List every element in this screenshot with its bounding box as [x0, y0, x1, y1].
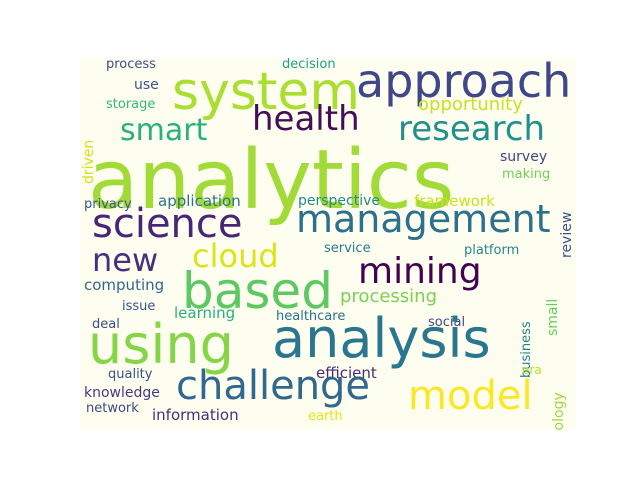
word-system: system [172, 62, 360, 122]
word-cloud: cloud [192, 237, 279, 275]
word-survey: survey [500, 149, 548, 165]
word-opportunity: opportunity [418, 94, 523, 115]
word-deal: deal [92, 317, 120, 332]
word-using: using [88, 313, 234, 376]
word-new: new [92, 241, 159, 279]
word-quality: quality [108, 367, 153, 382]
word-review: review [559, 212, 575, 259]
word-storage: storage [106, 97, 156, 112]
word-network: network [86, 401, 139, 416]
word-information: information [152, 406, 239, 424]
word-cloud: analytics system approach health smart resear… [80, 58, 576, 430]
word-knowledge: knowledge [84, 385, 160, 401]
word-based: based [182, 262, 333, 320]
word-perspective: perspective [298, 193, 381, 209]
word-small: small [545, 298, 561, 336]
word-process: process [106, 58, 156, 72]
word-issue: issue [122, 299, 156, 314]
word-earth: earth [308, 409, 343, 424]
word-efficient: efficient [316, 364, 377, 382]
word-healthcare: healthcare [276, 309, 346, 324]
word-learning: learning [174, 304, 236, 322]
word-processing: processing [340, 286, 438, 307]
word-analysis: analysis [272, 307, 491, 370]
word-framework: framework [414, 192, 495, 210]
word-model: model [408, 373, 533, 419]
word-platform: platform [464, 243, 520, 258]
word-analytics: analytics [88, 133, 455, 228]
word-smart: smart [120, 113, 208, 148]
word-social: social [428, 315, 466, 330]
word-science: science [92, 201, 243, 247]
word-application: application [158, 192, 241, 210]
word-driven: driven [81, 140, 97, 185]
word-era: era [522, 363, 542, 377]
word-approach: approach [356, 58, 572, 108]
word-making: making [502, 167, 551, 182]
word-privacy: privacy [84, 197, 132, 212]
word-decision: decision [282, 58, 336, 72]
word-management: management [296, 197, 551, 241]
word-service: service [324, 241, 371, 256]
word-mining: mining [358, 251, 482, 292]
word-health: health [252, 99, 360, 139]
word-challenge: challenge [176, 363, 371, 409]
word-computing: computing [84, 276, 165, 294]
word-research: research [398, 109, 546, 149]
word-use: use [134, 77, 159, 93]
word-technology: technology [551, 392, 567, 430]
